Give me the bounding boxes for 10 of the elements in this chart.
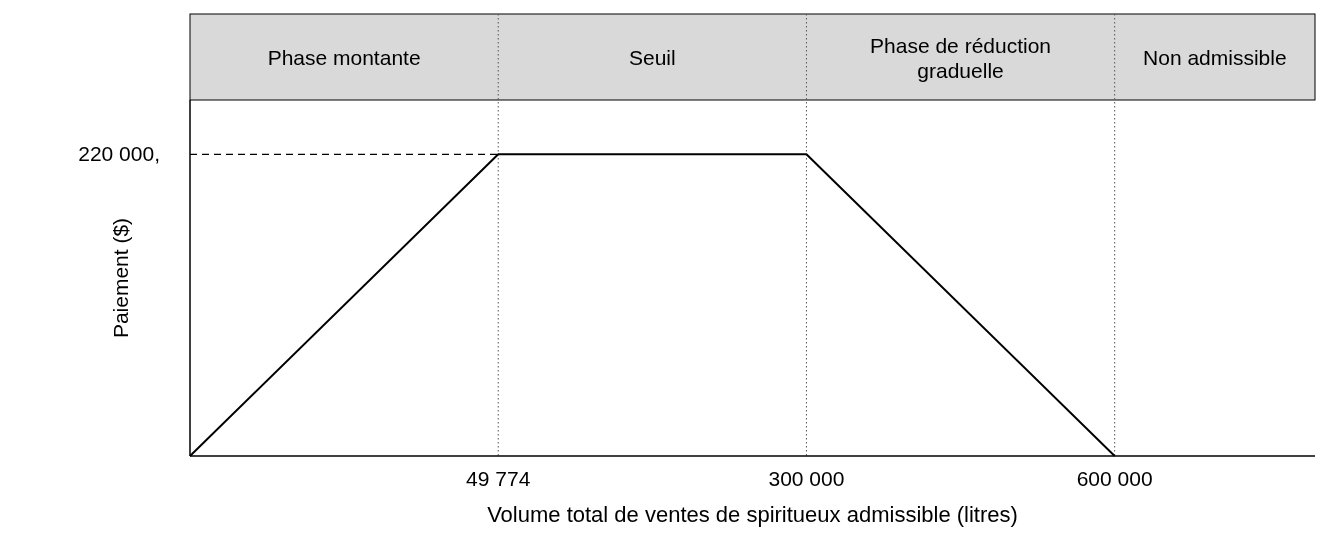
text: Non admissible <box>1143 46 1287 69</box>
text: Seuil <box>628 46 676 69</box>
x-tick-label: 600 000 <box>1076 467 1153 490</box>
text: Phase montante <box>267 46 421 69</box>
y-axis-title: Paiement ($) <box>109 217 132 339</box>
x-axis-title: Volume total de ventes de spiritueux admissible (litres) <box>487 502 1018 527</box>
text: Phase de réduction graduelle <box>870 34 1052 82</box>
x-tick-label: 49 774 <box>466 467 531 490</box>
text: 220 000, <box>78 142 160 166</box>
x-tick-label: 300 000 <box>768 467 845 490</box>
